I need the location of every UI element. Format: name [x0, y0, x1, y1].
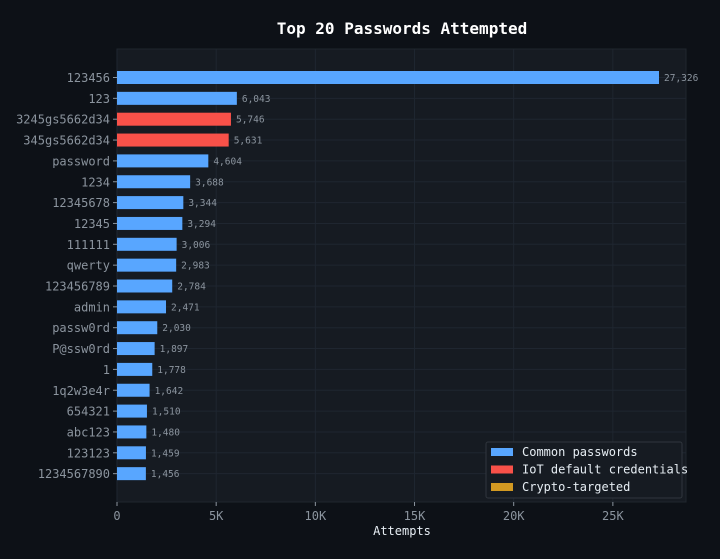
bar-abc123 [117, 425, 147, 439]
category-label: 1234567890 [38, 467, 110, 481]
category-label: 12345 [74, 217, 110, 231]
x-tick-label: 25K [602, 509, 624, 523]
value-label: 1,510 [152, 407, 181, 418]
value-label: 2,983 [181, 261, 210, 272]
bar-12345 [117, 216, 183, 230]
value-label: 2,471 [171, 302, 200, 313]
category-label: admin [74, 300, 110, 314]
category-label: P@ssw0rd [52, 342, 110, 356]
category-label: 123456789 [45, 280, 110, 294]
category-label: qwerty [67, 259, 110, 273]
bar-3245gs5662d34 [117, 112, 231, 126]
value-label: 1,897 [160, 344, 189, 355]
bar-admin [117, 300, 167, 314]
bar-345gs5662d34 [117, 133, 229, 147]
category-label: 1 [103, 363, 110, 377]
value-label: 5,631 [234, 136, 263, 147]
bar-123123 [117, 446, 146, 460]
bar-123456789 [117, 279, 173, 293]
value-label: 5,746 [236, 115, 265, 126]
value-label: 3,294 [187, 219, 216, 230]
value-label: 3,688 [195, 177, 224, 188]
bar-123456 [117, 71, 659, 84]
category-label: 123123 [67, 446, 110, 460]
value-label: 1,778 [157, 365, 186, 376]
legend-swatch [491, 448, 513, 456]
x-axis-title: Attempts [373, 524, 431, 538]
value-label: 2,784 [177, 282, 206, 293]
value-label: 6,043 [242, 94, 271, 105]
category-label: 123 [88, 92, 110, 106]
value-label: 1,456 [151, 469, 180, 480]
legend-label: Crypto-targeted [522, 480, 630, 494]
bar-password [117, 154, 209, 168]
category-label: 12345678 [52, 196, 110, 210]
bar-1 [117, 362, 153, 376]
chart-title: Top 20 Passwords Attempted [277, 19, 527, 38]
bar-654321 [117, 404, 147, 418]
category-label: passw0rd [52, 321, 110, 335]
category-label: 1q2w3e4r [52, 384, 110, 398]
legend-label: Common passwords [522, 445, 638, 459]
bar-12345678 [117, 196, 184, 210]
bar-123 [117, 91, 237, 105]
x-tick-label: 10K [305, 509, 327, 523]
bar-1234567890 [117, 467, 146, 481]
legend-swatch [491, 483, 513, 491]
x-tick-label: 20K [503, 509, 525, 523]
bar-111111 [117, 237, 177, 251]
category-label: 654321 [67, 405, 110, 419]
legend: Common passwords IoT default credentials C… [485, 441, 688, 499]
category-label: 111111 [67, 238, 110, 252]
x-axis-ticks: 0 5K 10K 15K 20K 25K [113, 502, 624, 523]
value-label: 3,344 [188, 198, 217, 209]
category-label: 1234 [81, 175, 110, 189]
y-axis-ticks: 123456 123 3245gs5662d34 345gs5662d34 passwo… [16, 71, 117, 481]
x-tick-label: 5K [209, 509, 224, 523]
bars: 27,326 6,043 5,746 5,631 4,604 3,688 3,344 3,29… [117, 71, 699, 481]
bar-qwerty [117, 258, 177, 272]
category-label: 123456 [67, 71, 110, 85]
category-label: password [52, 154, 110, 168]
bar-1q2w3e4r [117, 383, 150, 397]
legend-swatch [491, 465, 513, 474]
legend-label: IoT default credentials [522, 463, 688, 477]
legend-box [485, 441, 683, 499]
bar-1234 [117, 175, 191, 189]
x-tick-label: 0 [113, 509, 120, 523]
value-label: 2,030 [162, 323, 191, 334]
value-label: 1,642 [155, 386, 184, 397]
value-label: 1,480 [151, 427, 180, 438]
value-label: 1,459 [151, 448, 180, 459]
category-label: 345gs5662d34 [23, 134, 110, 148]
bar-passw0rd [117, 321, 158, 335]
category-label: 3245gs5662d34 [16, 113, 110, 127]
x-tick-label: 15K [404, 509, 426, 523]
value-label: 27,326 [664, 73, 699, 84]
value-label: 4,604 [213, 156, 242, 167]
bar-P@ssw0rd [117, 342, 155, 356]
value-label: 3,006 [182, 240, 211, 251]
category-label: abc123 [67, 425, 110, 439]
